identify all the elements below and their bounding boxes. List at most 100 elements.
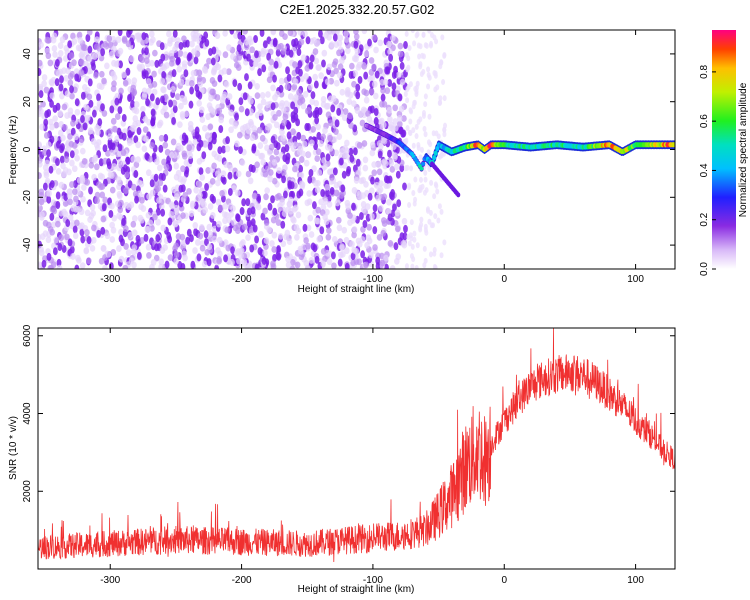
noise-mark [315,206,322,214]
noise-mark [99,183,106,190]
noise-mark [376,233,383,241]
noise-mark [67,133,73,140]
noise-mark [202,206,208,214]
noise-mark [160,208,166,217]
noise-mark [210,212,216,219]
noise-mark [437,203,442,210]
noise-mark [169,55,176,63]
noise-mark [80,235,86,244]
noise-mark [239,159,246,167]
noise-mark [78,58,84,66]
noise-mark [354,47,361,55]
noise-mark [290,128,296,136]
noise-mark [166,75,172,82]
noise-mark [201,260,208,268]
noise-mark [325,233,332,241]
noise-mark [150,108,156,117]
noise-mark [336,224,343,232]
noise-mark [57,42,64,49]
noise-mark [71,38,78,45]
noise-mark [376,168,383,176]
noise-mark [412,40,417,47]
noise-mark [132,190,139,198]
noise-mark [118,131,124,140]
noise-mark [225,136,230,145]
noise-mark [133,170,139,179]
noise-mark [382,78,389,86]
noise-mark [268,58,275,66]
spectrogram-marks [38,30,675,269]
noise-mark [270,30,277,35]
noise-mark [305,151,312,159]
noise-mark [426,149,431,156]
x-tick-label: -100 [363,575,383,586]
noise-mark [279,128,285,136]
noise-mark [381,193,388,201]
noise-mark [414,91,419,98]
noise-mark [118,87,124,95]
noise-mark [38,198,45,206]
noise-mark [292,61,298,68]
noise-mark [336,39,343,47]
noise-mark [52,135,59,143]
noise-mark [199,244,206,252]
noise-mark [130,220,137,228]
noise-mark [346,166,352,175]
noise-mark [428,251,433,258]
noise-mark [177,50,184,57]
noise-mark [262,40,268,49]
noise-mark [110,70,117,78]
noise-mark [38,90,44,99]
y-tick-label: 20 [22,96,33,108]
noise-mark [405,164,410,171]
noise-mark [413,196,418,203]
noise-mark [149,189,156,197]
noise-mark [205,113,211,121]
noise-mark [384,66,390,75]
noise-mark [442,131,447,138]
noise-mark [49,180,55,189]
snr-frame [37,327,676,570]
noise-mark [234,140,240,148]
noise-mark [257,247,263,256]
noise-mark [345,47,351,55]
noise-mark [216,257,222,265]
noise-mark [179,94,185,102]
noise-mark [183,110,190,118]
noise-mark [181,35,187,43]
noise-mark [86,257,92,265]
noise-mark [118,199,124,207]
noise-mark [276,109,282,117]
noise-mark [296,131,302,140]
noise-mark [155,218,161,226]
noise-mark [171,116,176,125]
noise-mark [159,42,165,51]
noise-mark [423,101,428,108]
noise-mark [86,236,92,245]
noise-mark [207,230,214,238]
noise-mark [59,155,65,164]
noise-mark [173,162,180,170]
noise-mark [73,195,79,203]
noise-mark [78,69,85,77]
noise-mark [57,129,64,137]
noise-mark [249,58,254,67]
noise-mark [209,88,215,96]
noise-mark [136,35,142,43]
noise-mark [163,163,170,171]
noise-mark [55,140,61,149]
noise-mark [47,59,54,67]
noise-mark [343,36,350,44]
noise-mark [303,237,309,244]
noise-mark [106,35,113,42]
noise-mark [211,195,217,204]
noise-mark [38,41,44,49]
noise-mark [381,100,388,108]
y-tick-label: 4000 [22,402,33,425]
noise-mark [226,216,232,224]
noise-mark [67,238,73,247]
noise-mark [117,30,123,37]
noise-mark [82,44,88,52]
noise-mark [314,255,320,264]
noise-mark [45,52,52,60]
